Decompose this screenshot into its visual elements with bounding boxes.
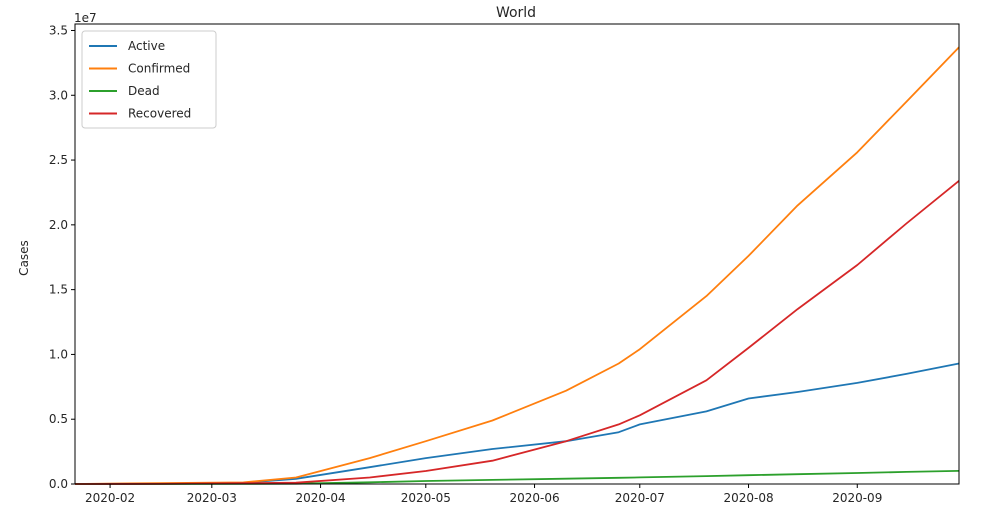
legend-label-recovered: Recovered: [128, 107, 191, 121]
legend-label-confirmed: Confirmed: [128, 62, 190, 76]
y-tick-label: 0.5: [49, 412, 68, 426]
y-tick-label: 2.5: [49, 153, 68, 167]
x-tick-label: 2020-07: [615, 491, 665, 505]
legend: Active Confirmed Dead Recovered: [81, 30, 217, 129]
series-line-recovered: [74, 180, 960, 485]
y-tick-label: 3.5: [49, 23, 68, 37]
y-axis-multiplier: 1e7: [74, 11, 97, 25]
y-tick-label: 1.0: [49, 347, 68, 361]
y-tick-label: 1.5: [49, 283, 68, 297]
x-tick-label: 2020-03: [187, 491, 237, 505]
y-tick-label: 0.0: [49, 477, 68, 491]
y-tick-label: 3.0: [49, 88, 68, 102]
y-tick-label: 2.0: [49, 218, 68, 232]
x-tick-label: 2020-08: [723, 491, 773, 505]
series-line-active: [74, 362, 960, 485]
legend-box: [81, 30, 217, 129]
x-axis: 2020-02 2020-03 2020-04 2020-05 2020-06 2020-…: [85, 484, 882, 505]
x-tick-label: 2020-06: [509, 491, 559, 505]
series-line-confirmed: [74, 46, 960, 485]
plot-frame: [74, 23, 960, 485]
y-axis-label: Cases: [17, 240, 31, 276]
legend-label-dead: Dead: [128, 84, 160, 98]
legend-label-active: Active: [128, 39, 165, 53]
y-axis: 0.0 0.5 1.0 1.5 2.0 2.5 3.0 3.5: [49, 23, 75, 491]
x-tick-label: 2020-04: [295, 491, 345, 505]
x-tick-label: 2020-05: [401, 491, 451, 505]
chart-title: World: [496, 5, 536, 21]
x-tick-label: 2020-09: [832, 491, 882, 505]
x-tick-label: 2020-02: [85, 491, 135, 505]
